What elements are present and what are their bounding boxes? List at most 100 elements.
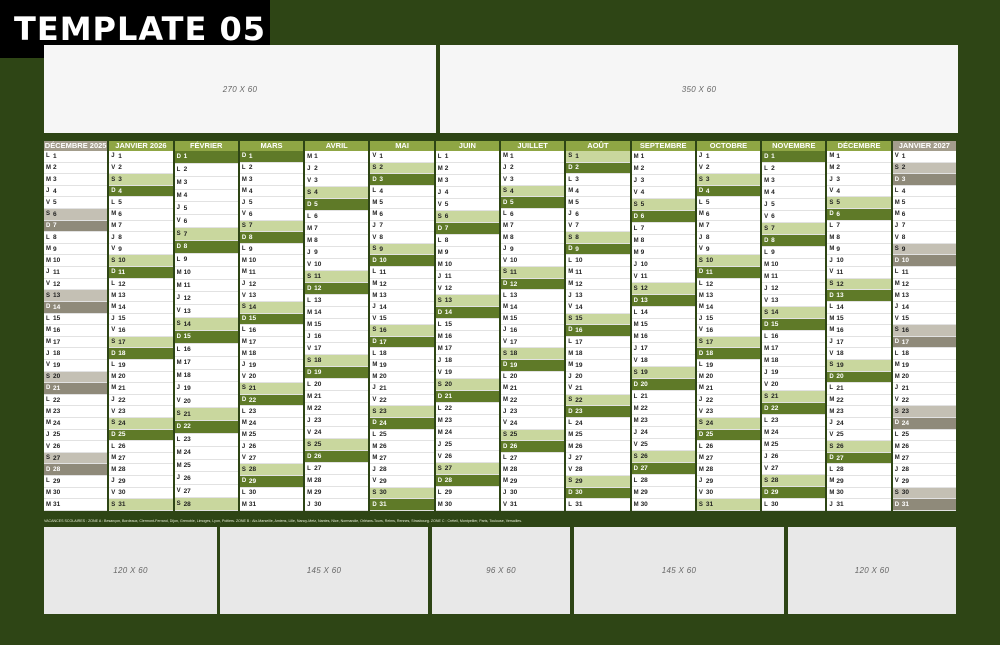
day-number: 8 (444, 237, 449, 244)
day-row: L 27 (500, 453, 565, 465)
day-number: 7 (53, 222, 57, 230)
weekday-letter: S (764, 477, 769, 484)
weekday-letter: V (241, 292, 246, 299)
weekday-letter: M (502, 397, 508, 404)
weekday-letter: V (633, 357, 638, 364)
day-row: D 26 (500, 441, 565, 453)
day-row: D 24 (892, 418, 956, 430)
weekday-letter: L (46, 153, 50, 160)
weekday-letter: L (241, 489, 246, 496)
weekday-letter: L (372, 188, 377, 195)
day-number: 5 (118, 199, 122, 207)
day-row: M 21 (500, 383, 565, 395)
month-column: DÉCEMBRE M 1 M 2 J 3 V 4 S 5 D 6 L 7 M 8 M 9 J 10 V 11 S 12 D 13 L 1… (827, 141, 891, 511)
weekday-letter: M (46, 327, 51, 334)
day-row: D 13 (827, 290, 891, 302)
day-number: 11 (509, 268, 517, 276)
weekday-letter: M (633, 501, 639, 508)
day-number: 14 (771, 309, 779, 316)
day-number: 29 (509, 477, 518, 485)
weekday-letter: M (829, 327, 835, 334)
day-number: 23 (53, 408, 61, 416)
day-number: 29 (771, 489, 779, 496)
day-number: 20 (183, 397, 191, 405)
day-number: 29 (248, 477, 257, 485)
day-number: 6 (771, 213, 775, 220)
day-row: S 23 (370, 406, 434, 419)
day-number: 29 (444, 489, 452, 496)
weekday-letter: V (894, 153, 899, 160)
day-number: 9 (379, 245, 384, 253)
day-number: 23 (118, 408, 126, 416)
day-row: J 11 (44, 267, 108, 279)
weekday-letter: M (437, 261, 443, 268)
day-number: 6 (379, 210, 384, 218)
weekday-letter: D (176, 423, 181, 430)
day-row: M 30 (631, 499, 695, 511)
weekday-letter: D (372, 176, 377, 183)
day-number: 21 (444, 393, 452, 400)
weekday-letter: M (829, 489, 835, 496)
month-header: AOÛT (566, 141, 630, 151)
weekday-letter: D (111, 188, 116, 195)
day-number: 30 (771, 501, 779, 508)
day-number: 7 (118, 222, 122, 230)
weekday-letter: L (568, 176, 572, 183)
day-number: 4 (836, 187, 841, 195)
month-column: MAI V 1 S 2 D 3 L 4 M 5 M 6 J 7 V 8 S 9 D 10 L 11 M 12 M 13 J 14 V 15 S… (370, 141, 434, 511)
weekday-letter: L (633, 393, 638, 400)
day-number: 26 (118, 443, 126, 451)
day-row: V 27 (174, 485, 238, 499)
day-row: M 17 (239, 337, 304, 349)
day-number: 6 (183, 217, 188, 225)
day-row: J 15 (696, 314, 761, 326)
day-number: 11 (901, 268, 909, 276)
month-header: AVRIL (305, 141, 369, 151)
weekday-letter: M (502, 222, 508, 229)
weekday-letter: V (372, 315, 377, 322)
day-number: 26 (248, 443, 257, 451)
day-number: 20 (901, 373, 909, 381)
day-number: 17 (575, 338, 583, 346)
weekday-letter: M (568, 431, 574, 438)
day-row: D 30 (566, 487, 630, 500)
day-number: 19 (118, 361, 126, 369)
day-row: D 17 (370, 336, 434, 349)
weekday-letter: M (307, 225, 313, 232)
weekday-letter: D (502, 443, 508, 450)
weekday-letter: L (764, 333, 768, 340)
weekday-letter: J (698, 397, 703, 404)
weekday-letter: J (241, 199, 246, 206)
day-row: J 21 (370, 383, 434, 395)
day-number: 10 (53, 257, 61, 265)
day-row: V 22 (892, 395, 956, 407)
day-number: 1 (53, 152, 57, 160)
day-number: 23 (379, 408, 387, 416)
day-number: 7 (901, 222, 906, 230)
day-number: 29 (575, 477, 583, 485)
day-number: 14 (444, 309, 452, 316)
day-number: 30 (118, 489, 126, 497)
day-number: 6 (118, 210, 122, 218)
day-number: 19 (379, 361, 387, 369)
weekday-letter: D (111, 431, 116, 438)
weekday-letter: L (633, 309, 638, 316)
weekday-letter: D (698, 431, 704, 438)
weekday-letter: S (46, 455, 51, 462)
weekday-letter: M (176, 359, 182, 366)
weekday-letter: M (46, 501, 51, 508)
weekday-letter: V (111, 327, 116, 334)
day-number: 2 (836, 164, 841, 172)
day-row: S 22 (566, 394, 630, 407)
